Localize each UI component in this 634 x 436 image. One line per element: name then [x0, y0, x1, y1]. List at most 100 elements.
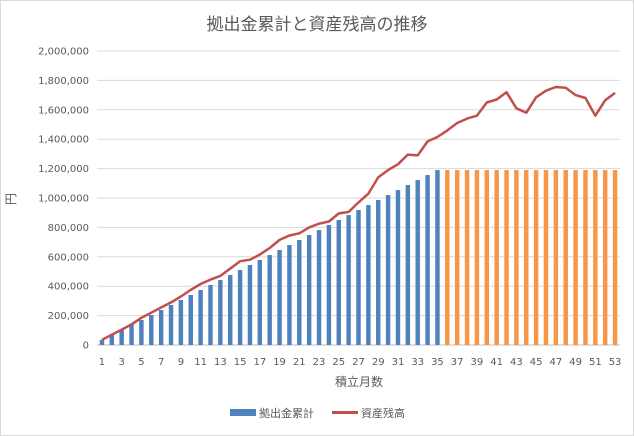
x-tick-label: 33 — [411, 357, 424, 368]
bar-cumulative — [109, 335, 115, 345]
bar-cumulative — [168, 305, 174, 345]
x-tick-label: 15 — [234, 357, 247, 368]
bar-cumulative — [99, 340, 105, 345]
bar-cumulative — [514, 170, 519, 345]
legend-swatch-cumulative — [230, 409, 256, 416]
bar-cumulative — [356, 210, 361, 345]
bar-cumulative — [524, 170, 529, 345]
bar-cumulative — [366, 205, 371, 345]
bar-cumulative — [139, 320, 144, 345]
bar-cumulative — [218, 280, 223, 345]
bar-cumulative — [267, 255, 272, 345]
y-tick-label: 1,800,000 — [38, 76, 89, 87]
bar-cumulative — [543, 170, 549, 345]
bar-cumulative — [612, 170, 618, 345]
y-tick-label: 0 — [83, 341, 89, 352]
x-tick-label: 1 — [99, 357, 105, 368]
bar-cumulative — [346, 215, 351, 345]
x-tick-label: 17 — [253, 357, 266, 368]
x-tick-label: 13 — [214, 357, 227, 368]
x-tick-label: 7 — [158, 357, 164, 368]
y-tick-label: 2,000,000 — [38, 47, 89, 58]
bar-cumulative — [445, 170, 450, 345]
bar-cumulative — [178, 300, 184, 345]
x-tick-label: 9 — [178, 357, 184, 368]
y-tick-label: 1,600,000 — [38, 105, 89, 116]
x-tick-label: 37 — [451, 357, 464, 368]
bar-cumulative — [247, 265, 253, 345]
bar-cumulative — [405, 185, 411, 345]
bar-cumulative — [198, 290, 203, 345]
y-tick-label: 200,000 — [48, 311, 89, 322]
bar-cumulative — [376, 200, 381, 345]
bar-cumulative — [257, 260, 263, 345]
x-tick-label: 29 — [372, 357, 385, 368]
x-tick-label: 31 — [392, 357, 405, 368]
bar-cumulative — [464, 170, 470, 345]
bar-cumulative — [316, 230, 322, 345]
x-tick-label: 21 — [293, 357, 306, 368]
x-tick-label: 51 — [589, 357, 602, 368]
y-tick-label: 600,000 — [48, 252, 89, 263]
x-tick-label: 49 — [569, 357, 582, 368]
bar-cumulative — [533, 170, 539, 345]
y-tick-label: 400,000 — [48, 282, 89, 293]
line-balance — [101, 85, 616, 342]
bar-cumulative — [119, 330, 124, 345]
x-tick-label: 39 — [471, 357, 484, 368]
bar-cumulative — [277, 250, 282, 345]
bar-cumulative — [149, 315, 154, 345]
bars-layer — [99, 170, 618, 345]
legend-label-balance: 資産残高 — [361, 406, 405, 420]
bar-cumulative — [553, 170, 559, 345]
x-tick-label: 19 — [273, 357, 286, 368]
x-tick-label: 5 — [138, 357, 144, 368]
y-tick-label: 1,200,000 — [38, 164, 89, 175]
bar-cumulative — [484, 170, 490, 345]
legend-label-cumulative: 拠出金累計 — [259, 406, 314, 420]
bar-cumulative — [385, 195, 391, 345]
bar-cumulative — [593, 170, 598, 345]
x-tick-label: 27 — [352, 357, 365, 368]
y-axis-label: 円 — [4, 193, 18, 205]
bar-cumulative — [158, 310, 164, 345]
legend: 拠出金累計 資産残高 — [230, 406, 405, 420]
y-tick-label: 800,000 — [48, 223, 89, 234]
chart-title: 拠出金累計と資産残高の推移 — [207, 15, 428, 35]
bar-cumulative — [454, 170, 460, 345]
bar-cumulative — [326, 225, 332, 345]
x-tick-layer: 1 3 5 7 9 11 13 15 17 19 21 23 25 27 29 31 33 35 37 39 41 43 4… — [99, 357, 622, 368]
x-tick-label: 43 — [510, 357, 523, 368]
bar-cumulative — [287, 245, 292, 345]
bar-cumulative — [129, 325, 134, 345]
bar-cumulative — [474, 170, 480, 345]
bar-cumulative — [563, 170, 568, 345]
x-tick-label: 11 — [194, 357, 207, 368]
line-layer — [101, 85, 616, 342]
bar-cumulative — [208, 285, 213, 345]
bar-cumulative — [435, 170, 440, 345]
x-tick-label: 53 — [609, 357, 622, 368]
bar-cumulative — [297, 240, 302, 345]
bar-cumulative — [602, 170, 608, 345]
bar-cumulative — [188, 295, 193, 345]
x-tick-label: 35 — [431, 357, 444, 368]
x-tick-label: 47 — [549, 357, 562, 368]
x-axis-label: 積立月数 — [335, 374, 383, 389]
y-tick-layer: 0 200,000 400,000 600,000 800,000 1,000,000 1,… — [38, 47, 89, 352]
bar-cumulative — [573, 170, 578, 345]
y-tick-label: 1,400,000 — [38, 135, 89, 146]
x-tick-label: 25 — [332, 357, 345, 368]
bar-cumulative — [415, 180, 420, 345]
bar-cumulative — [227, 275, 233, 345]
bar-cumulative — [583, 170, 588, 345]
bar-cumulative — [306, 235, 312, 345]
x-tick-label: 41 — [490, 357, 503, 368]
bar-cumulative — [504, 170, 509, 345]
bar-cumulative — [336, 220, 341, 345]
x-tick-label: 45 — [530, 357, 543, 368]
bar-cumulative — [425, 175, 430, 345]
x-tick-label: 23 — [313, 357, 326, 368]
